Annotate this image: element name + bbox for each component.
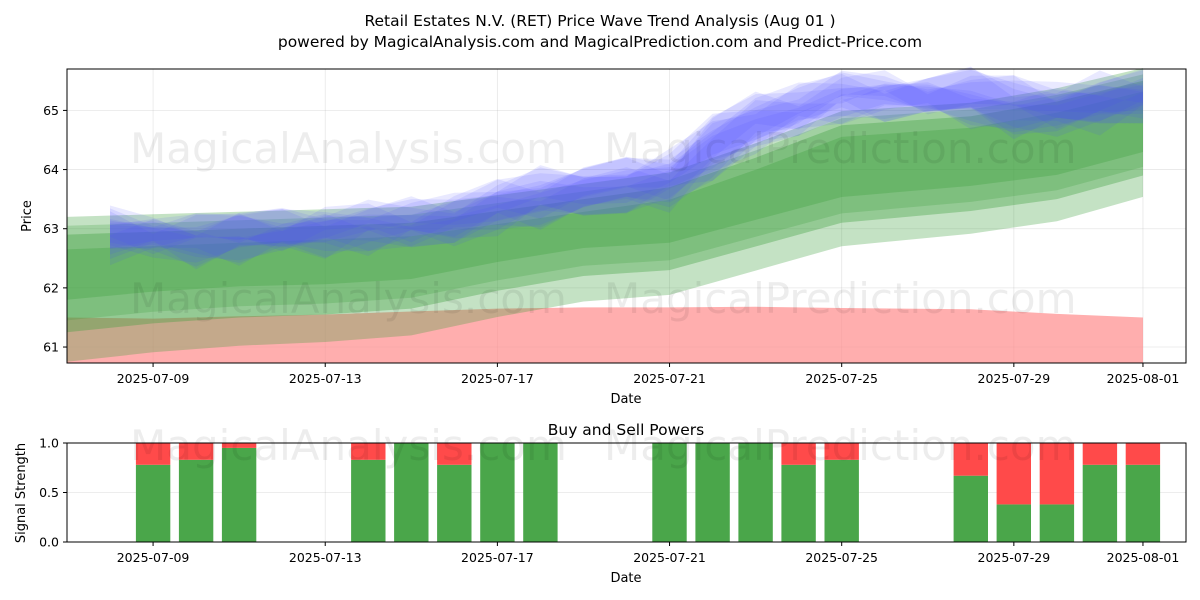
power-axis-ticks: 2025-07-09 2025-07-13 2025-07-17 2025-07-21…	[39, 436, 1179, 566]
buy-bar	[738, 443, 773, 542]
power-x-axis-label: Date	[610, 571, 641, 586]
watermark-top-right: MagicalPrediction.com	[604, 124, 1077, 173]
blue-band	[110, 69, 1143, 261]
power-y-axis-label: Signal Strength	[14, 443, 29, 543]
buy-bar	[824, 459, 859, 542]
sell-bar	[1082, 443, 1118, 465]
watermark-power-left: MagicalAnalysis.com	[130, 421, 567, 470]
main-x-tick-label: 2025-07-25	[805, 371, 878, 386]
buy-bar	[135, 464, 171, 542]
sell-bar	[178, 443, 214, 460]
main-y-tick-label: 65	[43, 103, 59, 118]
main-y-tick-label: 62	[43, 280, 59, 295]
buy-bar	[953, 475, 988, 542]
sell-bar	[781, 443, 816, 465]
buy-bar	[437, 464, 472, 542]
main-watermarks: MagicalAnalysis.com MagicalPrediction.co…	[130, 124, 1077, 323]
blue-band	[110, 70, 1143, 267]
power-x-tick-label: 2025-07-29	[978, 550, 1051, 565]
power-x-tick-label: 2025-07-13	[289, 550, 362, 565]
sell-bar	[1125, 443, 1161, 465]
main-x-axis-label: Date	[610, 392, 641, 407]
buy-bar	[480, 443, 515, 542]
main-x-tick-label: 2025-07-09	[117, 371, 190, 386]
chart-title: Retail Estates N.V. (RET) Price Wave Tre…	[364, 12, 835, 30]
buy-bar	[781, 464, 816, 542]
buy-bar	[394, 443, 429, 542]
power-x-tick-label: 2025-07-25	[805, 550, 878, 565]
blue-band	[110, 82, 1143, 255]
main-x-tick-label: 2025-07-29	[978, 371, 1051, 386]
main-x-tick-label: 2025-08-01	[1107, 371, 1180, 386]
sell-bar	[135, 443, 171, 465]
green-band	[67, 80, 1143, 333]
green-band	[67, 91, 1143, 362]
main-plot-frame	[66, 68, 1187, 364]
main-x-tick-label: 2025-07-17	[461, 371, 534, 386]
green-band	[67, 74, 1143, 321]
power-chart-title: Buy and Sell Powers	[548, 421, 705, 439]
sell-bar	[351, 443, 386, 460]
buy-bar	[178, 459, 214, 542]
watermark-top-left: MagicalAnalysis.com	[130, 124, 567, 173]
watermark-bottom-right: MagicalPrediction.com	[604, 274, 1077, 323]
blue-band	[110, 66, 1143, 266]
main-bands	[67, 66, 1143, 363]
power-x-tick-label: 2025-07-09	[117, 550, 190, 565]
power-x-tick-label: 2025-07-17	[461, 550, 534, 565]
main-axis-ticks: 2025-07-09 2025-07-13 2025-07-17 2025-07-21…	[43, 103, 1179, 386]
main-y-tick-label: 61	[43, 340, 59, 355]
main-x-tick-label: 2025-07-13	[289, 371, 362, 386]
sell-bar	[1039, 443, 1075, 505]
power-y-tick-label: 0.5	[39, 485, 59, 500]
main-grid	[67, 69, 1186, 363]
watermark-bottom-left: MagicalAnalysis.com	[130, 274, 567, 323]
main-y-tick-label: 63	[43, 221, 59, 236]
power-x-tick-label: 2025-07-21	[633, 550, 706, 565]
red-band	[67, 306, 1143, 363]
buy-bar	[1125, 464, 1161, 542]
main-y-axis-label: Price	[20, 200, 35, 232]
blue-band	[110, 67, 1143, 263]
power-x-tick-label: 2025-08-01	[1107, 550, 1180, 565]
sell-bar	[953, 443, 988, 476]
sell-bar	[824, 443, 859, 460]
power-bars	[135, 443, 1161, 542]
buy-bar	[1082, 464, 1118, 542]
buy-bar	[221, 447, 257, 542]
buy-bar	[523, 443, 558, 542]
blue-band	[110, 72, 1143, 263]
blue-band	[110, 68, 1143, 270]
main-y-tick-label: 64	[43, 162, 59, 177]
power-watermarks: MagicalAnalysis.com MagicalPrediction.co…	[130, 421, 1077, 470]
buy-bar	[652, 443, 687, 542]
buy-bar	[996, 504, 1031, 542]
power-y-tick-label: 1.0	[39, 436, 59, 451]
buy-bar	[1039, 504, 1075, 542]
sell-bar	[996, 443, 1031, 505]
chart-subtitle: powered by MagicalAnalysis.com and Magic…	[278, 33, 922, 51]
sell-bar	[221, 443, 257, 448]
buy-bar	[351, 459, 386, 542]
power-y-tick-label: 0.0	[39, 535, 59, 550]
main-x-tick-label: 2025-07-21	[633, 371, 706, 386]
buy-bar	[695, 443, 730, 542]
sell-bar	[437, 443, 472, 465]
watermark-power-right: MagicalPrediction.com	[604, 421, 1077, 470]
green-band	[67, 68, 1143, 300]
